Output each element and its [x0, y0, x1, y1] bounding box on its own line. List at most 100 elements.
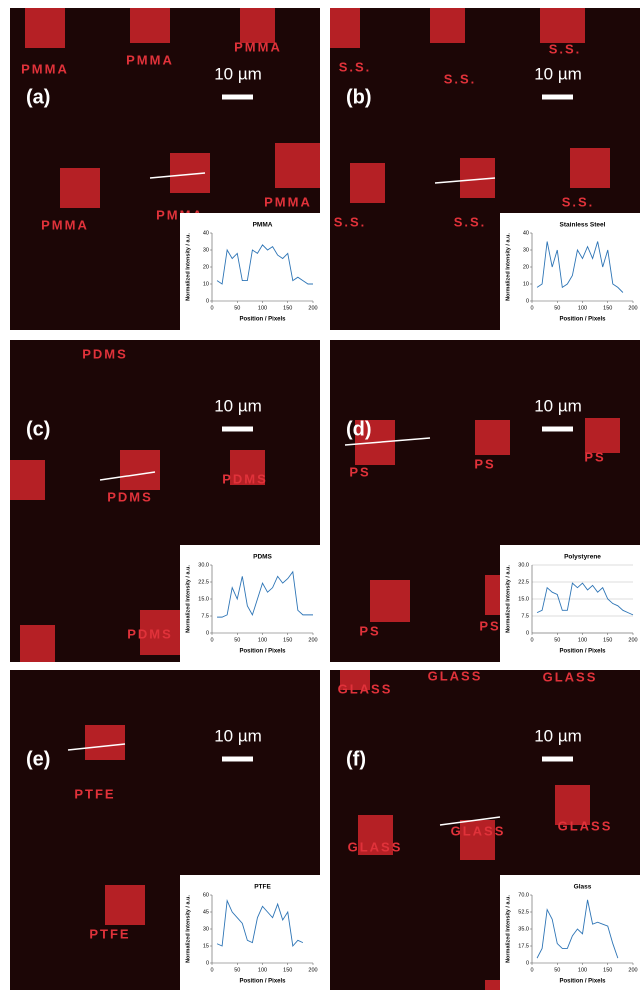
- x-tick-label: 50: [554, 305, 560, 311]
- x-tick-label: 100: [578, 305, 587, 311]
- inset-background: [500, 875, 640, 990]
- fluorescent-square: [540, 8, 585, 43]
- y-tick-label: 10: [523, 281, 529, 287]
- y-tick-label: 20: [203, 264, 209, 270]
- x-axis-label: Position / Pixels: [559, 979, 606, 985]
- y-axis-label: Normalized Intensity / a.u.: [185, 565, 191, 633]
- panel-label: (a): [26, 86, 50, 108]
- y-tick-label: 0: [526, 298, 529, 304]
- image-label: S.S.: [454, 214, 487, 229]
- y-tick-label: 0: [206, 960, 209, 966]
- image-label: PDMS: [222, 471, 268, 486]
- image-label: PMMA: [21, 61, 69, 76]
- x-tick-label: 0: [210, 967, 213, 973]
- x-tick-label: 50: [554, 967, 560, 973]
- image-label: PS: [479, 618, 500, 633]
- profile-line: [216, 244, 313, 285]
- scan-line: [344, 437, 431, 446]
- fluorescent-square: [25, 8, 65, 48]
- scale-bar-label: 10 µm: [214, 64, 262, 83]
- scale-bar-label: 10 µm: [214, 396, 262, 415]
- y-tick-label: 22.5: [518, 579, 529, 585]
- x-tick-label: 200: [308, 305, 317, 311]
- inset-background: [500, 213, 640, 330]
- fluorescent-square: [85, 725, 125, 760]
- fluorescent-square: [350, 163, 385, 203]
- x-tick-label: 50: [234, 637, 240, 643]
- scan-line: [67, 743, 126, 751]
- fluorescent-square: [120, 450, 160, 490]
- chart-title: PTFE: [254, 884, 271, 891]
- x-tick-label: 100: [578, 637, 587, 643]
- image-label: PTFE: [74, 786, 115, 801]
- image-label: PTFE: [89, 926, 130, 941]
- panel-label: (d): [346, 418, 372, 440]
- profile-line: [536, 582, 634, 616]
- y-tick-label: 30.0: [518, 562, 529, 568]
- panel: PTFE PTFE (e) 10 µm PTFE Position / Pixels Nor…: [10, 670, 320, 990]
- x-tick-label: 100: [258, 637, 267, 643]
- panel-label: (b): [346, 86, 372, 108]
- panel-label: (f): [346, 748, 366, 770]
- image-label: PMMA: [234, 39, 282, 54]
- image-label: PMMA: [264, 194, 312, 209]
- x-tick-label: 0: [530, 305, 533, 311]
- fluorescent-square: [130, 8, 170, 43]
- inset-background: [180, 213, 320, 330]
- y-tick-label: 60: [203, 892, 209, 898]
- x-tick-label: 200: [628, 967, 637, 973]
- fluorescent-square: [140, 610, 180, 655]
- y-axis-label: Normalized Intensity / a.u.: [185, 895, 191, 963]
- y-tick-label: 0: [526, 960, 529, 966]
- profile-line: [536, 241, 624, 293]
- x-tick-label: 0: [530, 637, 533, 643]
- y-tick-label: 30.0: [198, 562, 209, 568]
- y-tick-label: 30: [523, 247, 529, 253]
- scan-line: [434, 177, 496, 184]
- fluorescent-square: [10, 460, 45, 500]
- y-tick-label: 15.0: [518, 596, 529, 602]
- image-label: PDMS: [107, 489, 153, 504]
- fluorescent-square: [340, 670, 370, 690]
- y-tick-label: 52.5: [518, 909, 529, 915]
- scan-line: [99, 471, 156, 481]
- y-tick-label: 70.0: [518, 892, 529, 898]
- fluorescent-square: [585, 418, 620, 453]
- image-label: S.S.: [334, 214, 367, 229]
- panel: PS PS PS PS PS (d) 10 µm Polystyrene Position / …: [330, 340, 640, 662]
- x-tick-label: 0: [530, 967, 533, 973]
- chart-title: Glass: [574, 884, 592, 891]
- y-tick-label: 0: [206, 298, 209, 304]
- x-tick-label: 200: [628, 305, 637, 311]
- x-axis-label: Position / Pixels: [559, 649, 606, 655]
- inset-background: [500, 545, 640, 662]
- y-tick-label: 35.0: [518, 926, 529, 932]
- x-tick-label: 50: [234, 967, 240, 973]
- x-axis-label: Position / Pixels: [559, 317, 606, 323]
- scale-bar-label: 10 µm: [214, 726, 262, 745]
- scale-bar-label: 10 µm: [534, 726, 582, 745]
- scan-line: [149, 172, 206, 179]
- panel: GLASS GLASS GLASS GLASS GLASS GLASS (f) 10 µm Gl…: [330, 668, 640, 990]
- fluorescent-square: [570, 148, 610, 188]
- inset-chart: Polystyrene Position / Pixels Normalized I…: [500, 545, 640, 662]
- fluorescent-square: [475, 420, 510, 455]
- image-label: PMMA: [126, 52, 174, 67]
- y-tick-label: 40: [203, 230, 209, 236]
- y-tick-label: 40: [523, 230, 529, 236]
- y-tick-label: 15: [203, 943, 209, 949]
- image-label: S.S.: [549, 41, 582, 56]
- y-tick-label: 7.5: [201, 613, 209, 619]
- x-tick-label: 100: [258, 305, 267, 311]
- y-tick-label: 0: [526, 630, 529, 636]
- y-tick-label: 0: [206, 630, 209, 636]
- fluorescent-square: [105, 885, 145, 925]
- image-label: PS: [349, 464, 370, 479]
- y-tick-label: 30: [203, 247, 209, 253]
- x-tick-label: 150: [283, 637, 292, 643]
- chart-title: Polystyrene: [564, 554, 601, 561]
- profile-line: [216, 898, 304, 948]
- x-tick-label: 0: [210, 637, 213, 643]
- image-label: GLASS: [428, 668, 483, 683]
